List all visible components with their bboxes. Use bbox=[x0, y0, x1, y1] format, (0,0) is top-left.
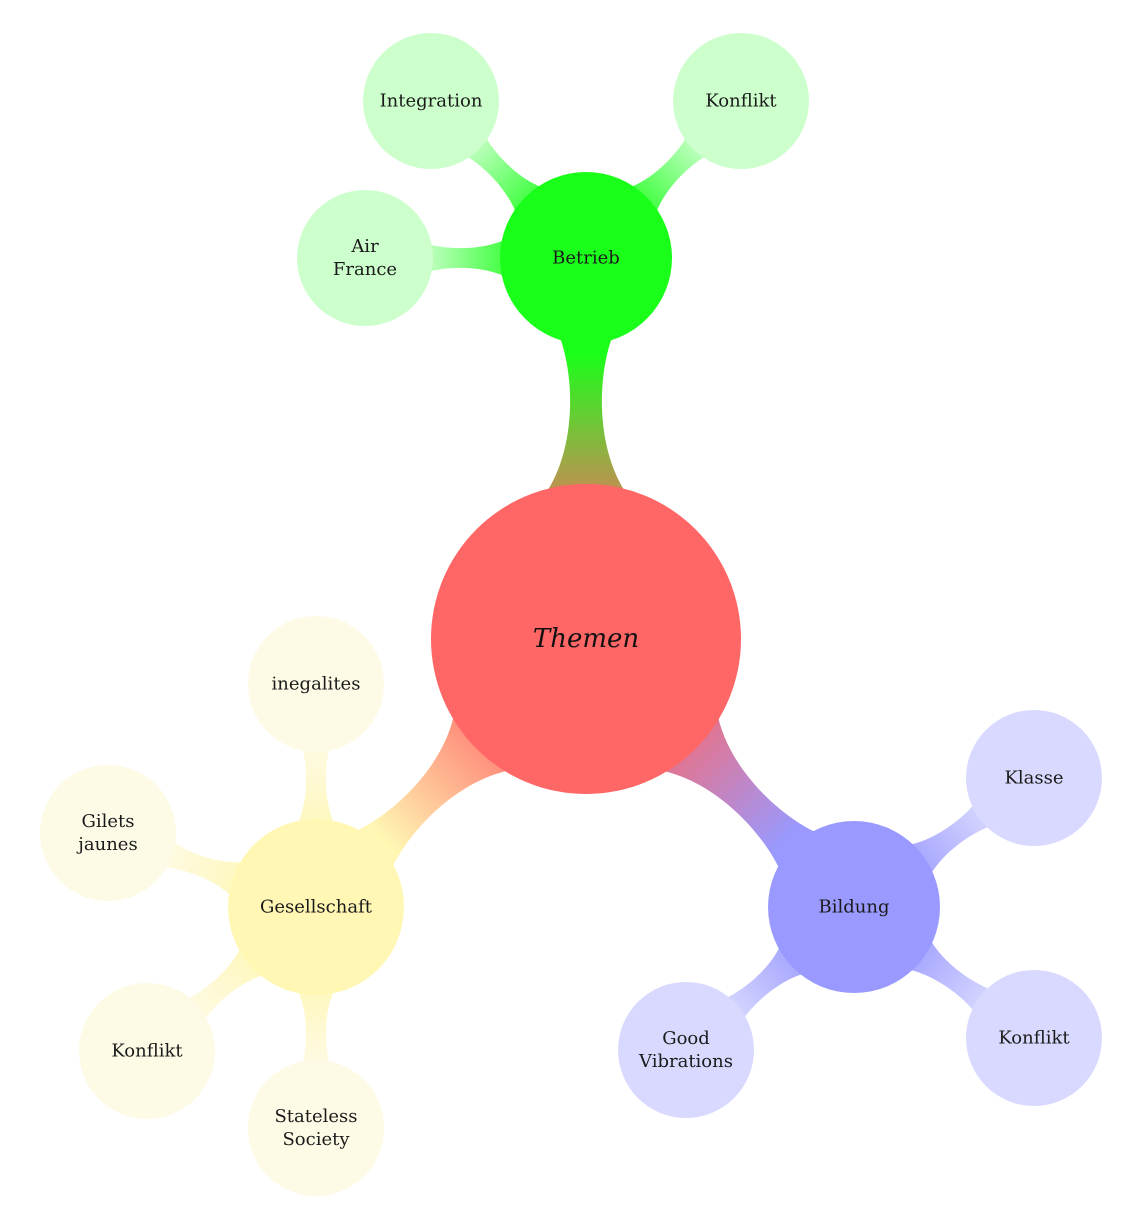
leaf-node-gesellschaft-stateless-society-circle bbox=[248, 1060, 384, 1196]
leaf-node-bildung-good-vibrations-label: Good bbox=[662, 1028, 710, 1049]
leaf-node-betrieb-air-france-circle bbox=[297, 190, 433, 326]
leaf-node-gesellschaft-stateless-society-label: Stateless bbox=[274, 1106, 357, 1127]
leaf-node-betrieb-integration-circle bbox=[363, 33, 499, 169]
leaf-node-bildung-klasse: Klasse bbox=[966, 710, 1102, 846]
connector-gesellschaft-inegalites bbox=[294, 740, 338, 831]
leaf-node-betrieb-konflikt-label: Konflikt bbox=[705, 91, 777, 112]
branch-node-bildung-circle bbox=[768, 821, 940, 993]
root-node: Themen bbox=[431, 484, 741, 794]
branch-node-bildung-label: Bildung bbox=[819, 897, 890, 918]
leaf-node-gesellschaft-stateless-society-label: Society bbox=[282, 1129, 350, 1150]
leaf-node-betrieb-air-france-label: France bbox=[333, 259, 397, 280]
leaf-node-betrieb-konflikt-circle bbox=[673, 33, 809, 169]
root-node-label: Themen bbox=[533, 624, 639, 654]
leaf-node-gesellschaft-inegalites-label: inegalites bbox=[272, 674, 361, 695]
leaf-node-gesellschaft-gilets-jaunes-label: Gilets bbox=[81, 811, 134, 832]
leaf-node-bildung-konflikt-label: Konflikt bbox=[998, 1028, 1070, 1049]
leaf-node-bildung-good-vibrations-label: Vibrations bbox=[638, 1051, 733, 1072]
leaf-node-bildung-klasse-label: Klasse bbox=[1004, 768, 1063, 789]
branch-node-betrieb-label: Betrieb bbox=[552, 248, 620, 269]
leaf-node-gesellschaft-inegalites-circle bbox=[248, 616, 384, 752]
leaf-node-gesellschaft-gilets-jaunes-circle bbox=[40, 765, 176, 901]
leaf-node-gesellschaft-inegalites: inegalites bbox=[248, 616, 384, 752]
leaf-node-bildung-klasse-circle bbox=[966, 710, 1102, 846]
connector-root-betrieb bbox=[544, 332, 628, 496]
branch-node-bildung: Bildung bbox=[768, 821, 940, 993]
leaf-node-gesellschaft-gilets-jaunes-label: jaunes bbox=[76, 834, 137, 855]
leaf-node-bildung-konflikt-circle bbox=[966, 970, 1102, 1106]
leaf-node-gesellschaft-konflikt: Konflikt bbox=[79, 983, 215, 1119]
leaf-node-betrieb-air-france-label: Air bbox=[350, 236, 379, 257]
branch-node-gesellschaft-circle bbox=[228, 819, 404, 995]
connector-gesellschaft-stateless-society bbox=[294, 983, 338, 1072]
root-node-circle bbox=[431, 484, 741, 794]
branch-node-gesellschaft: Gesellschaft bbox=[228, 819, 404, 995]
leaf-node-betrieb-konflikt: Konflikt bbox=[673, 33, 809, 169]
connector-root-gesellschaft bbox=[350, 709, 515, 874]
connector-betrieb-air-france bbox=[421, 236, 512, 280]
leaf-node-gesellschaft-konflikt-circle bbox=[79, 983, 215, 1119]
leaf-node-betrieb-integration-label: Integration bbox=[380, 91, 483, 112]
leaf-node-gesellschaft-konflikt-label: Konflikt bbox=[111, 1041, 183, 1062]
connector-gesellschaft-gilets-jaunes bbox=[155, 836, 252, 903]
connector-root-bildung bbox=[657, 710, 822, 875]
branch-node-betrieb: Betrieb bbox=[500, 172, 672, 344]
leaf-node-bildung-good-vibrations-circle bbox=[618, 982, 754, 1118]
branch-node-gesellschaft-label: Gesellschaft bbox=[260, 897, 373, 918]
branch-node-betrieb-circle bbox=[500, 172, 672, 344]
leaf-node-bildung-konflikt: Konflikt bbox=[966, 970, 1102, 1106]
leaf-node-betrieb-integration: Integration bbox=[363, 33, 499, 169]
